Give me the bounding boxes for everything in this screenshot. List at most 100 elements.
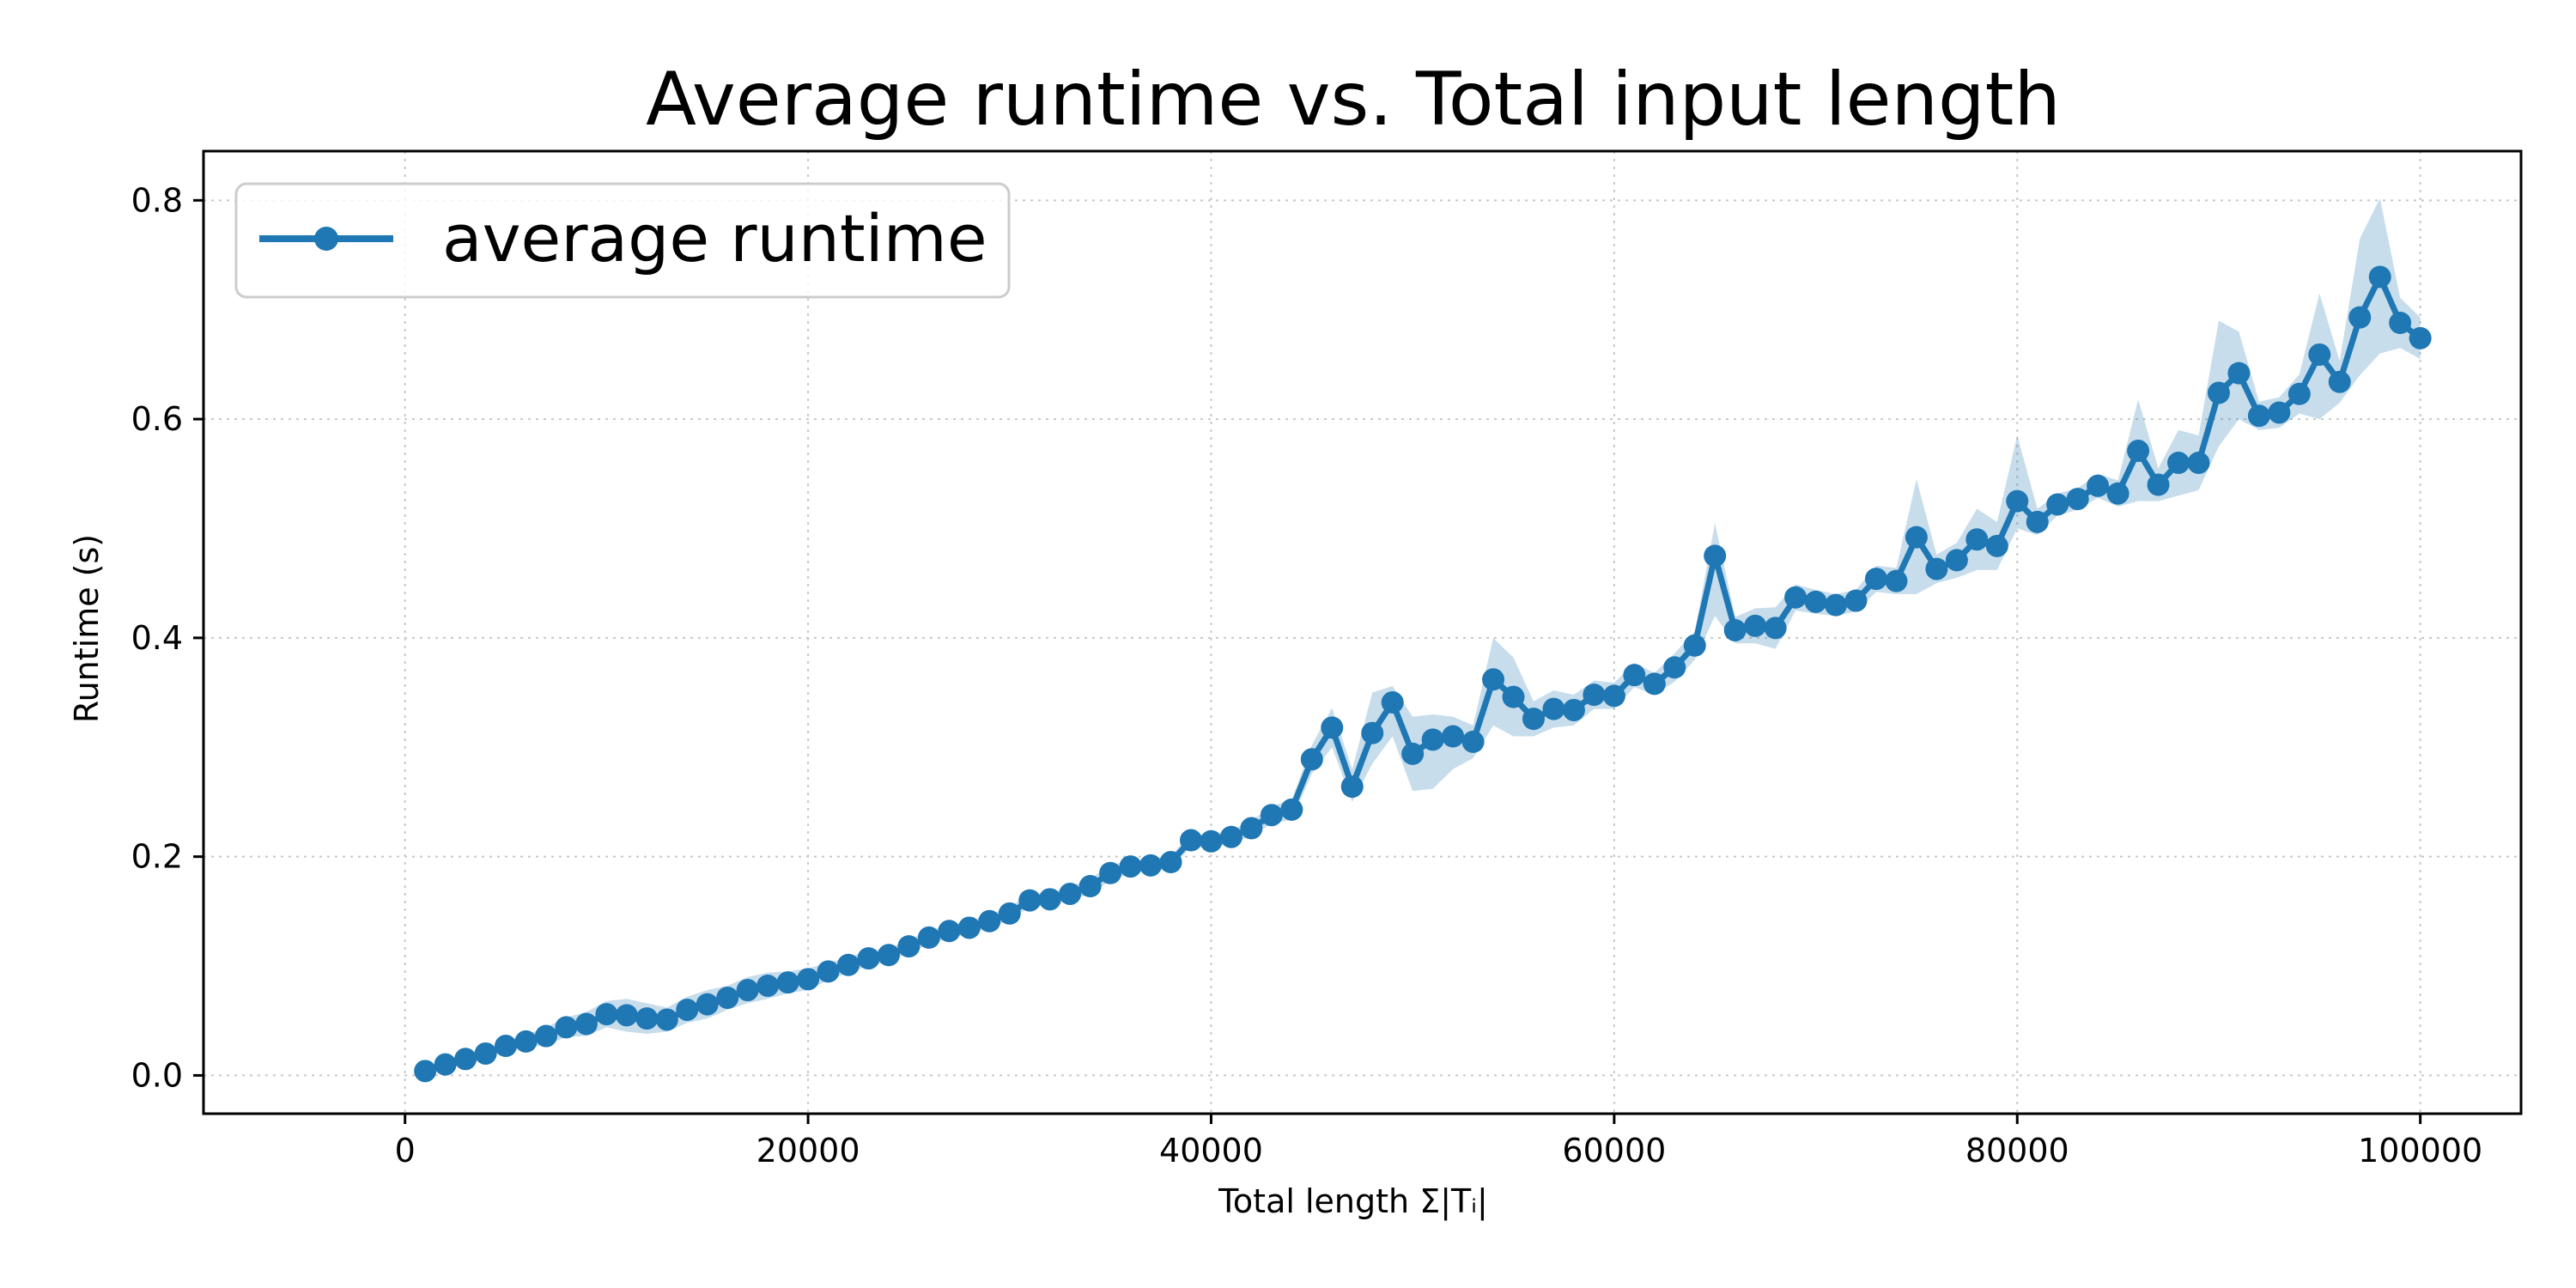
data-point: [1280, 798, 1303, 821]
y-tick-label: 0.6: [131, 400, 183, 438]
data-point: [917, 926, 940, 949]
data-point: [1340, 775, 1364, 799]
data-point: [797, 968, 820, 991]
y-axis-label: Runtime (s): [68, 534, 106, 723]
x-axis-label: Total length Σ|Tᵢ|: [1218, 1182, 1488, 1221]
data-point: [1502, 685, 1525, 708]
legend-marker-swatch: [314, 227, 338, 251]
data-point: [1180, 829, 1203, 852]
data-point: [1300, 748, 1323, 771]
y-tick-label: 0.2: [131, 838, 183, 876]
data-point: [1078, 875, 1102, 898]
data-point: [1663, 656, 1686, 679]
data-point: [1159, 851, 1182, 874]
y-tick-label: 0.4: [131, 619, 183, 657]
data-point: [1461, 730, 1485, 753]
data-point: [1562, 698, 1585, 721]
data-point: [1643, 672, 1666, 696]
data-point: [1804, 590, 1827, 613]
marker-layer: [414, 265, 2432, 1083]
data-point: [2187, 452, 2210, 475]
data-point: [2046, 493, 2069, 516]
y-axis: 0.0 0.2 0.4 0.6 0.8: [131, 181, 204, 1094]
y-tick-label: 0.8: [131, 181, 183, 219]
data-point: [877, 944, 900, 967]
chart-title: Average runtime vs. Total input length: [646, 57, 2061, 143]
data-point: [1723, 618, 1747, 641]
data-point: [1825, 593, 1848, 617]
data-point: [2087, 474, 2110, 497]
data-point: [2247, 404, 2270, 428]
data-point: [2268, 401, 2291, 424]
data-point: [1744, 614, 1767, 637]
data-point: [1542, 697, 1565, 720]
data-point: [938, 920, 961, 943]
data-point: [454, 1048, 477, 1071]
data-point: [1844, 589, 1868, 612]
data-point: [2227, 361, 2251, 385]
data-point: [1764, 617, 1787, 640]
data-point: [1038, 888, 1061, 911]
data-point: [2389, 311, 2412, 334]
data-point: [1522, 708, 1545, 731]
data-point: [817, 960, 840, 983]
legend-box: [234, 182, 1011, 299]
data-point: [2147, 473, 2170, 496]
data-point: [1905, 526, 1928, 549]
data-point: [1985, 534, 2008, 557]
data-point: [998, 902, 1021, 925]
data-point: [1704, 544, 1727, 568]
data-point: [1361, 721, 1384, 744]
data-point: [495, 1035, 518, 1058]
data-point: [756, 974, 780, 997]
data-point: [676, 998, 699, 1021]
data-point: [857, 947, 880, 970]
x-tick-label: 40000: [1159, 1132, 1263, 1170]
x-tick-label: 0: [395, 1132, 416, 1170]
data-point: [414, 1060, 437, 1083]
data-point: [1864, 568, 1887, 591]
x-axis: 0 20000 40000 60000 80000 100000: [395, 1114, 2482, 1170]
data-point: [434, 1053, 457, 1076]
data-point: [1945, 549, 1968, 572]
data-point: [1219, 825, 1242, 848]
data-point: [1683, 634, 1706, 657]
data-point: [1442, 725, 1465, 748]
data-point: [2308, 343, 2331, 366]
data-point: [1583, 683, 1606, 707]
data-point: [1784, 586, 1807, 609]
data-point: [474, 1042, 497, 1065]
data-point: [736, 979, 759, 1002]
grid-layer: [204, 151, 2521, 1114]
data-point: [1200, 829, 1223, 853]
data-point: [555, 1016, 578, 1039]
data-point: [1381, 691, 1404, 714]
data-point: [776, 971, 799, 994]
data-point: [897, 935, 920, 958]
data-point: [2006, 489, 2029, 513]
data-point: [2127, 440, 2150, 463]
x-tick-label: 60000: [1562, 1132, 1666, 1170]
data-point: [635, 1007, 659, 1030]
data-point: [1321, 716, 1344, 739]
data-point: [957, 916, 981, 939]
plot-frame: [202, 149, 2523, 1115]
data-point: [615, 1004, 638, 1027]
data-point: [2026, 510, 2049, 533]
legend: average runtime: [234, 182, 1011, 299]
data-point: [514, 1030, 538, 1053]
data-point: [1421, 728, 1444, 751]
y-tick-label: 0.0: [131, 1056, 183, 1094]
data-point: [574, 1012, 598, 1036]
data-point: [1482, 668, 1505, 691]
data-point: [1260, 804, 1283, 827]
data-point: [595, 1003, 618, 1026]
data-point: [2287, 382, 2311, 405]
data-point: [2409, 326, 2432, 349]
data-point: [655, 1008, 678, 1031]
x-tick-label: 80000: [1965, 1132, 2069, 1170]
data-point: [2106, 482, 2129, 505]
x-tick-label: 100000: [2358, 1132, 2482, 1170]
